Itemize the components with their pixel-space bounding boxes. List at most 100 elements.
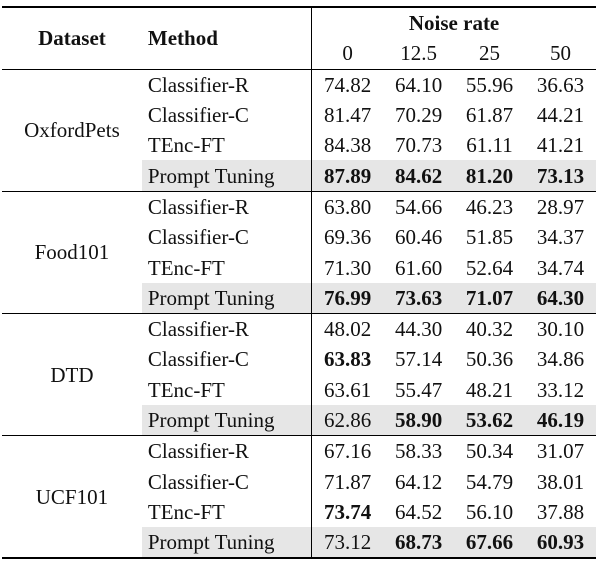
- value-cell: 54.79: [454, 466, 525, 496]
- value: 34.86: [536, 347, 585, 372]
- table-row: Prompt Tuning 62.86 58.90 53.62 46.19: [2, 404, 596, 436]
- value-cell: 55.47: [383, 375, 454, 405]
- value: 81.20: [465, 163, 514, 188]
- noise-rate-header: Noise rate: [311, 5, 596, 39]
- value-cell: 38.01: [525, 466, 596, 496]
- value: 68.73: [394, 530, 443, 555]
- method-name: TEnc-FT: [141, 130, 313, 161]
- value: 57.14: [394, 347, 443, 372]
- value-cell: 87.89: [311, 160, 384, 192]
- value-cell: 71.30: [312, 252, 383, 282]
- method-name: Prompt Tuning: [141, 282, 313, 314]
- value: 55.47: [394, 377, 443, 402]
- dataset-name: Food101: [2, 190, 142, 314]
- value-cell: 50.36: [454, 344, 525, 374]
- value-cell: 48.02: [312, 313, 383, 344]
- value-cell: 33.12: [525, 375, 596, 405]
- table-row: OxfordPets Classifier-R 74.82 64.10 55.96 36.…: [2, 68, 596, 192]
- value-cell: 44.30: [383, 313, 454, 344]
- value: 61.60: [394, 255, 443, 280]
- table-row: Classifier-C 81.47 70.29 61.87 44.21: [2, 99, 596, 131]
- value: 60.93: [536, 530, 585, 555]
- value: 40.32: [465, 317, 514, 342]
- method-name: Classifier-R: [141, 313, 313, 345]
- value: 64.10: [394, 72, 443, 97]
- table-row: Classifier-C 71.87 64.12 54.79 38.01: [2, 466, 596, 497]
- value: 28.97: [536, 194, 585, 219]
- value: 44.30: [394, 317, 443, 342]
- value: 74.82: [324, 72, 372, 97]
- value-cell: 73.74: [312, 497, 383, 527]
- value-cell: 76.99: [311, 282, 384, 314]
- value: 73.13: [536, 163, 585, 188]
- method-name: Classifier-R: [141, 435, 313, 467]
- value-cell: 58.33: [383, 436, 454, 467]
- value: 71.07: [465, 285, 514, 310]
- method-name: Classifier-C: [141, 99, 313, 131]
- value: 61.87: [465, 103, 514, 128]
- rates-row: 0 12.5 25 50: [2, 38, 596, 69]
- value: 30.10: [536, 317, 585, 342]
- value: 63.80: [324, 194, 372, 219]
- value: 50.34: [465, 439, 514, 464]
- value: 52.64: [465, 255, 514, 280]
- table-header: Dataset Method Noise rate 0 12.5 25 50: [2, 5, 596, 70]
- value-cell: 81.47: [312, 100, 383, 130]
- value: 71.87: [324, 469, 372, 494]
- value: 48.02: [324, 317, 372, 342]
- value: 51.85: [465, 225, 514, 250]
- value-cell: 73.13: [525, 160, 596, 192]
- value-cell: 40.32: [454, 313, 525, 344]
- value: 63.83: [324, 347, 372, 372]
- value-cell: 67.66: [454, 527, 526, 559]
- value: 73.12: [324, 530, 372, 555]
- value-cell: 64.10: [383, 69, 454, 100]
- noise-rate: 25: [479, 41, 501, 66]
- value: 69.36: [324, 225, 372, 250]
- value: 64.12: [394, 469, 443, 494]
- value-cell: 46.19: [525, 404, 596, 436]
- value: 41.21: [536, 133, 585, 158]
- value: 46.23: [465, 194, 514, 219]
- value: 76.99: [324, 285, 372, 310]
- value-cell: 34.74: [525, 252, 596, 282]
- value-cell: 51.85: [454, 222, 525, 252]
- value: 70.29: [394, 103, 443, 128]
- method-name: Classifier-R: [141, 191, 313, 223]
- value-cell: 68.73: [383, 527, 455, 559]
- dataset-name: UCF101: [2, 435, 142, 560]
- method-name: Classifier-C: [141, 222, 313, 253]
- results-table: Dataset Method Noise rate 0 12.5 25 50 Oxfo…: [2, 5, 596, 560]
- value: 33.12: [536, 377, 585, 402]
- value-cell: 70.73: [383, 130, 454, 160]
- value-cell: 50.34: [454, 436, 525, 467]
- value: 81.47: [324, 103, 372, 128]
- value: 53.62: [465, 408, 514, 432]
- value: 46.19: [536, 408, 585, 432]
- value: 73.74: [324, 499, 372, 524]
- value: 73.63: [394, 285, 443, 310]
- value-cell: 46.23: [454, 191, 525, 222]
- method-name: TEnc-FT: [141, 252, 313, 283]
- value-cell: 57.14: [383, 344, 454, 374]
- noise-rate: 12.5: [400, 41, 437, 66]
- value-cell: 63.83: [312, 344, 383, 374]
- value-cell: 64.12: [383, 466, 454, 496]
- value-cell: 73.63: [383, 282, 455, 314]
- value: 67.16: [324, 439, 372, 464]
- method-name: TEnc-FT: [141, 496, 313, 528]
- value-cell: 30.10: [525, 313, 596, 344]
- value: 87.89: [324, 163, 372, 188]
- value: 64.30: [536, 285, 585, 310]
- value: 84.62: [394, 163, 443, 188]
- value: 62.86: [324, 408, 372, 432]
- value: 56.10: [465, 499, 514, 524]
- value: 50.36: [465, 347, 514, 372]
- value-cell: 36.63: [525, 69, 596, 100]
- value: 58.33: [394, 439, 443, 464]
- value-cell: 69.36: [312, 222, 383, 252]
- table-row: Prompt Tuning 73.12 68.73 67.66 60.93: [2, 527, 596, 559]
- value: 58.90: [394, 408, 443, 432]
- value-cell: 56.10: [454, 497, 525, 527]
- value: 54.79: [465, 469, 514, 494]
